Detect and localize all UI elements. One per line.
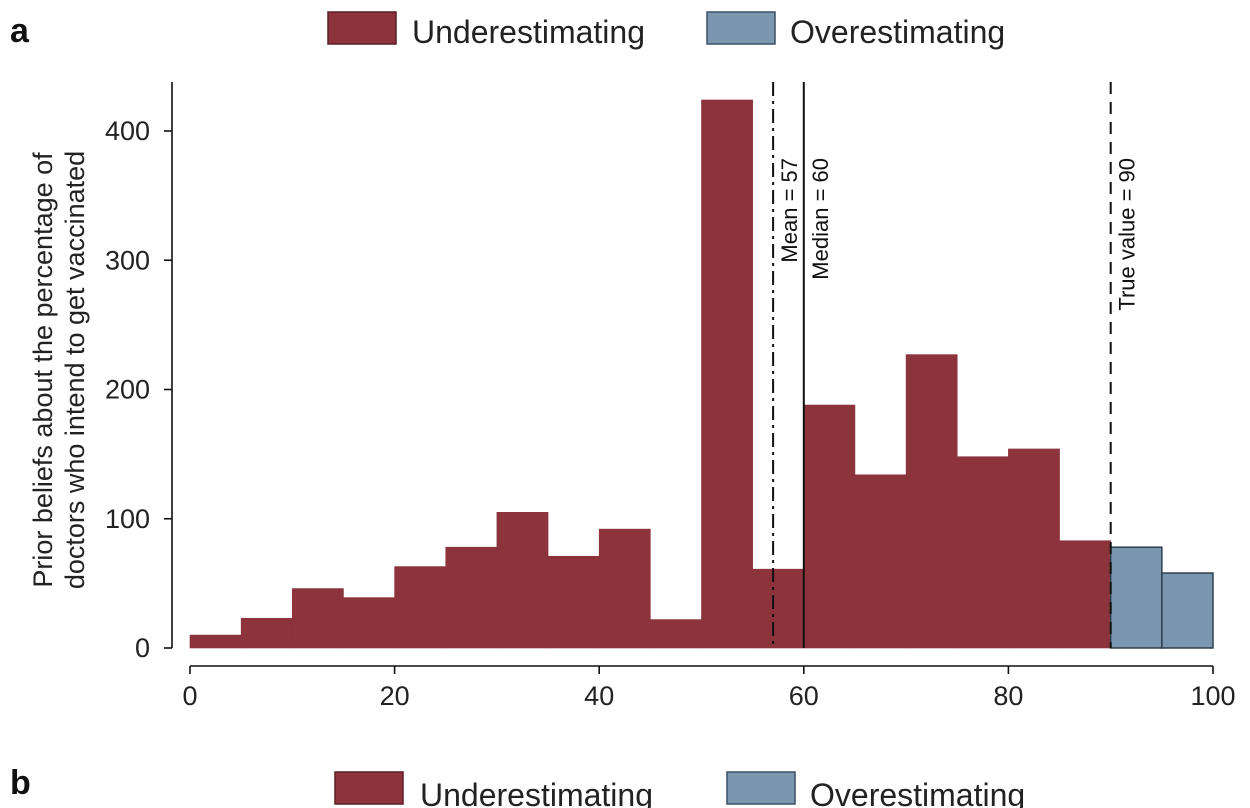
x-tick-label-40: 40 (584, 681, 614, 711)
bar-underestimating-5-10 (240, 617, 293, 649)
bar-underestimating-20-25 (394, 566, 447, 649)
y-axis-title-line-2: doctors who intend to get vaccinated (60, 151, 90, 589)
bar-underestimating-45-50 (650, 619, 702, 649)
bar-underestimating-35-40 (547, 555, 600, 649)
bar-underestimating-55-60 (752, 568, 805, 649)
y-tick-label-200: 200 (105, 375, 150, 405)
reference-label-median-60: Median = 60 (808, 158, 833, 280)
legend-label-overestimating: Overestimating (790, 14, 1005, 50)
histogram-plot: Mean = 57 Median = 60 True value = 90 0 100… (105, 82, 1236, 711)
bar-underestimating-40-45 (598, 528, 651, 649)
legend-label-underestimating-b: Underestimating (420, 777, 653, 808)
x-tick-label-100: 100 (1190, 681, 1235, 711)
legend-a: Underestimating Overestimating (327, 11, 1005, 50)
bar-overestimating-90-95 (1109, 546, 1163, 649)
bar-underestimating-65-70 (854, 474, 907, 649)
legend-label-underestimating: Underestimating (412, 14, 645, 50)
reference-label-mean-57: Mean = 57 (777, 158, 802, 263)
reference-label-true-value-90: True value = 90 (1115, 158, 1140, 311)
y-axis-title-line-1: Prior beliefs about the percentage of (28, 152, 58, 588)
x-tick-label-60: 60 (789, 681, 819, 711)
bar-underestimating-60-65 (803, 404, 856, 649)
y-tick-label-400: 400 (105, 116, 150, 146)
bar-underestimating-25-30 (445, 546, 498, 649)
bar-underestimating-70-75 (905, 354, 958, 649)
bar-overestimating-95-100 (1161, 572, 1214, 649)
legend-swatch-overestimating-b (726, 771, 796, 805)
bar-underestimating-50-55 (701, 99, 753, 649)
y-tick-label-300: 300 (105, 245, 150, 275)
panel-letter-b: b (10, 764, 31, 802)
legend-swatch-overestimating (706, 11, 776, 45)
y-tick-label-0: 0 (135, 633, 150, 663)
x-tick-label-20: 20 (380, 681, 410, 711)
bar-underestimating-10-15 (291, 588, 344, 649)
x-tick-label-0: 0 (182, 681, 197, 711)
bar-underestimating-75-80 (956, 456, 1009, 649)
bar-underestimating-15-20 (343, 597, 395, 649)
axes: 0 100 200 300 400 0 20 40 60 80 100 (105, 82, 1236, 711)
legend-label-overestimating-b: Overestimating (810, 777, 1025, 808)
y-tick-label-100: 100 (105, 504, 150, 534)
bar-underestimating-0-5 (189, 634, 242, 649)
legend-b: Underestimating Overestimating (334, 771, 1025, 808)
bar-underestimating-80-85 (1008, 448, 1060, 649)
panel-letter-a: a (10, 12, 30, 50)
y-axis-title: Prior beliefs about the percentage of do… (28, 151, 90, 589)
x-tick-label-80: 80 (993, 681, 1023, 711)
legend-swatch-underestimating (327, 11, 397, 45)
bar-underestimating-30-35 (496, 511, 549, 649)
histogram-bars (189, 99, 1214, 649)
reference-lines: Mean = 57 Median = 60 True value = 90 (772, 82, 1140, 648)
legend-swatch-underestimating-b (334, 771, 404, 805)
bar-underestimating-85-90 (1059, 540, 1112, 649)
